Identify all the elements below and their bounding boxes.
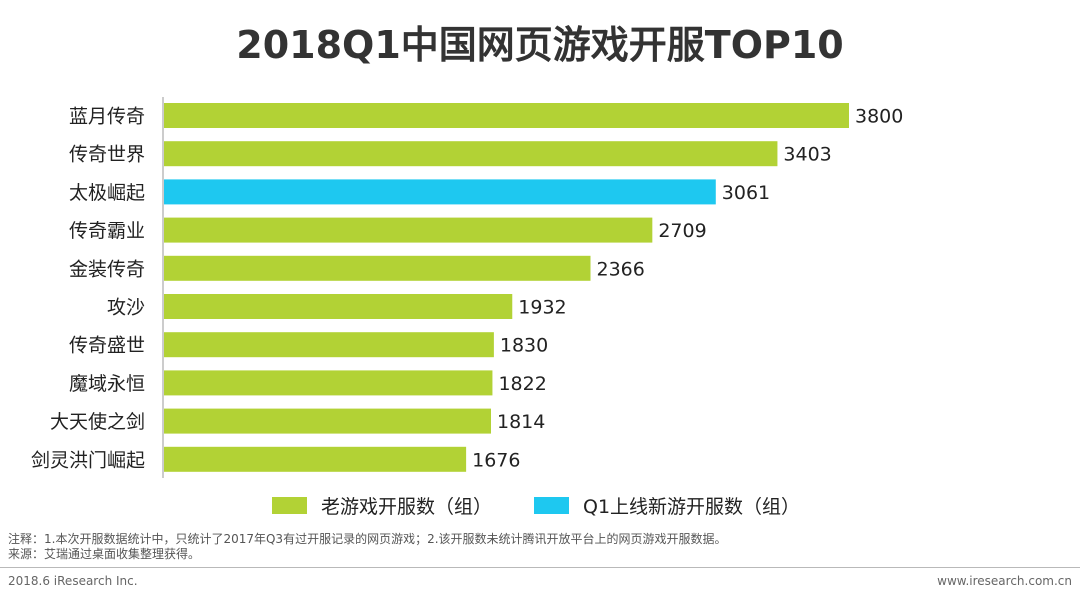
legend-label-new-games: Q1上线新游开服数（组） — [583, 496, 801, 518]
legend-swatch-old-games — [272, 497, 307, 514]
value-label-8: 1822 — [498, 373, 546, 395]
category-label-6: 攻沙 — [107, 297, 145, 319]
value-label-9: 1814 — [497, 411, 545, 433]
value-label-1: 3800 — [855, 106, 903, 128]
value-label-4: 2709 — [658, 220, 706, 242]
bar-5 — [164, 255, 591, 281]
footer-copyright: 2018.6 iResearch Inc. — [8, 574, 138, 588]
bar-3 — [164, 179, 716, 205]
legend-label-old-games: 老游戏开服数（组） — [321, 496, 493, 518]
category-label-8: 魔域永恒 — [69, 373, 145, 395]
footer-divider — [0, 567, 1080, 568]
bar-7 — [164, 332, 494, 358]
bar-9 — [164, 408, 491, 434]
value-label-2: 3403 — [783, 144, 831, 166]
value-label-6: 1932 — [518, 297, 566, 319]
category-label-10: 剑灵洪门崛起 — [31, 449, 145, 471]
category-label-1: 蓝月传奇 — [69, 106, 145, 128]
value-label-5: 2366 — [597, 258, 645, 280]
category-label-5: 金装传奇 — [69, 258, 145, 280]
bar-10 — [164, 446, 467, 472]
legend: 老游戏开服数（组） Q1上线新游开服数（组） — [272, 492, 842, 519]
legend-swatch-new-games — [534, 497, 570, 514]
legend-item-old-games: 老游戏开服数（组） — [272, 492, 492, 519]
bar-4 — [164, 217, 653, 243]
category-label-7: 传奇盛世 — [69, 335, 145, 357]
value-label-3: 3061 — [722, 182, 770, 204]
footnote-note: 注释：1.本次开服数据统计中，只统计了2017年Q3有过开服记录的网页游戏；2.… — [8, 532, 727, 546]
chart-title: 2018Q1中国网页游戏开服TOP10 — [236, 23, 844, 67]
bar-2 — [164, 141, 778, 167]
legend-item-new-games: Q1上线新游开服数（组） — [534, 492, 800, 519]
footer-website: www.iresearch.com.cn — [937, 574, 1072, 588]
value-label-10: 1676 — [472, 449, 520, 471]
bar-chart: 蓝月传奇 3800 传奇世界 3403 太极崛起 3061 传奇霸业 2709 金装传奇 2366… — [31, 97, 903, 478]
bar-8 — [164, 370, 493, 396]
footnote-source: 来源：艾瑞通过桌面收集整理获得。 — [8, 547, 201, 561]
category-label-3: 太极崛起 — [69, 182, 145, 204]
bar-6 — [164, 294, 513, 319]
category-label-2: 传奇世界 — [69, 144, 145, 166]
value-label-7: 1830 — [500, 335, 548, 357]
category-label-4: 传奇霸业 — [69, 220, 145, 242]
bar-1 — [164, 103, 849, 128]
category-label-9: 大天使之剑 — [50, 411, 145, 433]
